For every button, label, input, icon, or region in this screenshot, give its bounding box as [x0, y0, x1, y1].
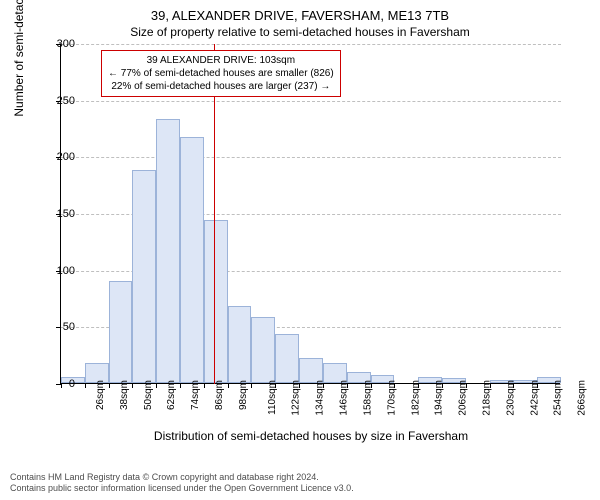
y-axis-label: Number of semi-detached properties	[12, 0, 26, 117]
footer-line2: Contains public sector information licen…	[10, 483, 354, 494]
xtick-mark	[371, 383, 372, 388]
xtick-mark	[156, 383, 157, 388]
xtick-label: 146sqm	[339, 380, 350, 416]
xtick-mark	[442, 383, 443, 388]
xtick-label: 98sqm	[238, 380, 249, 410]
xtick-mark	[490, 383, 491, 388]
ytick-label: 100	[35, 265, 75, 277]
annotation-line: 39 ALEXANDER DRIVE: 103sqm	[108, 54, 334, 67]
histogram-bar	[132, 170, 156, 383]
xtick-label: 170sqm	[386, 380, 397, 416]
xtick-label: 26sqm	[95, 380, 106, 410]
ytick-label: 250	[35, 95, 75, 107]
xtick-label: 122sqm	[291, 380, 302, 416]
xtick-label: 266sqm	[577, 380, 588, 416]
xtick-mark	[85, 383, 86, 388]
histogram-bar	[180, 137, 204, 383]
xtick-mark	[275, 383, 276, 388]
annotation-line: 22% of semi-detached houses are larger (…	[108, 80, 334, 93]
xtick-mark	[109, 383, 110, 388]
footer-credits: Contains HM Land Registry data © Crown c…	[10, 472, 354, 495]
grid-line-h	[61, 44, 561, 45]
xtick-label: 38sqm	[119, 380, 130, 410]
xtick-label: 182sqm	[410, 380, 421, 416]
xtick-mark	[323, 383, 324, 388]
xtick-mark	[513, 383, 514, 388]
xtick-label: 242sqm	[529, 380, 540, 416]
xtick-label: 230sqm	[505, 380, 516, 416]
xtick-mark	[204, 383, 205, 388]
xtick-label: 206sqm	[458, 380, 469, 416]
xtick-label: 194sqm	[434, 380, 445, 416]
xtick-label: 74sqm	[190, 380, 201, 410]
footer-line1: Contains HM Land Registry data © Crown c…	[10, 472, 354, 483]
xtick-mark	[251, 383, 252, 388]
histogram-chart: Number of semi-detached properties Distr…	[60, 44, 580, 414]
histogram-bar	[275, 334, 299, 383]
ytick-label: 0	[35, 378, 75, 390]
page-title-line1: 39, ALEXANDER DRIVE, FAVERSHAM, ME13 7TB	[0, 0, 600, 23]
xtick-label: 158sqm	[362, 380, 373, 416]
xtick-label: 218sqm	[482, 380, 493, 416]
xtick-mark	[466, 383, 467, 388]
xtick-mark	[228, 383, 229, 388]
xtick-label: 254sqm	[553, 380, 564, 416]
ytick-label: 150	[35, 208, 75, 220]
x-axis-label: Distribution of semi-detached houses by …	[61, 429, 561, 443]
xtick-mark	[132, 383, 133, 388]
xtick-mark	[180, 383, 181, 388]
xtick-mark	[537, 383, 538, 388]
xtick-mark	[299, 383, 300, 388]
histogram-bar	[251, 317, 275, 383]
page-title-line2: Size of property relative to semi-detach…	[0, 23, 600, 39]
xtick-label: 50sqm	[143, 380, 154, 410]
grid-line-h	[61, 157, 561, 158]
ytick-label: 300	[35, 38, 75, 50]
histogram-bar	[109, 281, 133, 383]
xtick-label: 134sqm	[315, 380, 326, 416]
grid-line-h	[61, 101, 561, 102]
ytick-label: 50	[35, 321, 75, 333]
xtick-mark	[347, 383, 348, 388]
plot-area: Distribution of semi-detached houses by …	[60, 44, 560, 384]
xtick-label: 86sqm	[214, 380, 225, 410]
xtick-mark	[394, 383, 395, 388]
xtick-mark	[418, 383, 419, 388]
annotation-line: ← 77% of semi-detached houses are smalle…	[108, 67, 334, 80]
ytick-label: 200	[35, 151, 75, 163]
histogram-bar	[204, 220, 228, 383]
xtick-label: 62sqm	[166, 380, 177, 410]
histogram-bar	[156, 119, 180, 383]
annotation-box: 39 ALEXANDER DRIVE: 103sqm← 77% of semi-…	[101, 50, 341, 97]
histogram-bar	[228, 306, 252, 383]
